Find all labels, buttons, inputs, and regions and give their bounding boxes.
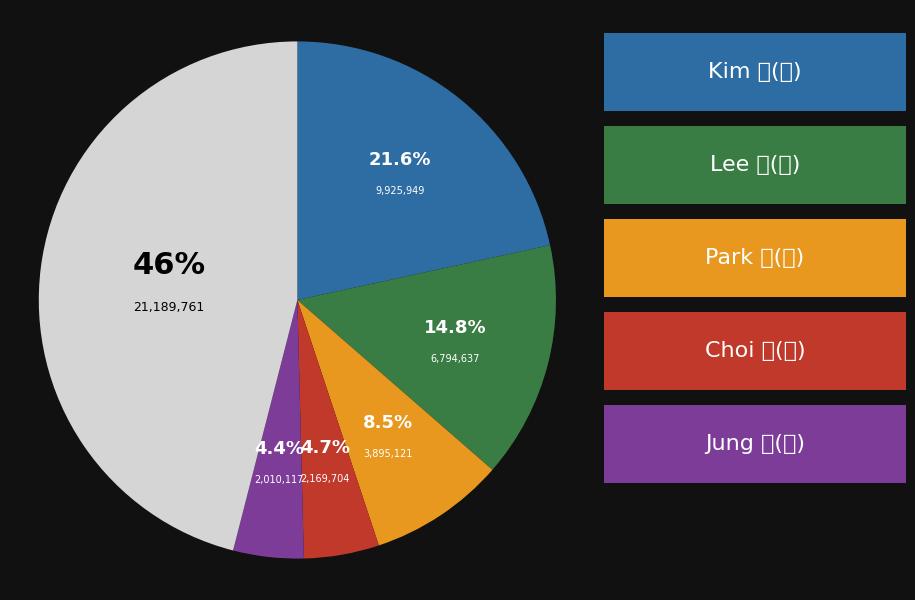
Text: 4.7%: 4.7% xyxy=(300,439,350,457)
Text: 9,925,949: 9,925,949 xyxy=(375,186,425,196)
Text: Kim 김(金): Kim 김(金) xyxy=(708,62,802,82)
Text: Park 박(朴): Park 박(朴) xyxy=(705,248,804,268)
Wedge shape xyxy=(38,41,297,550)
Wedge shape xyxy=(297,300,379,559)
Text: 2,010,117: 2,010,117 xyxy=(254,475,304,485)
Text: 46%: 46% xyxy=(133,251,206,280)
Text: 2,169,704: 2,169,704 xyxy=(301,473,350,484)
Text: Lee 이(李): Lee 이(李) xyxy=(710,155,800,175)
Text: 8.5%: 8.5% xyxy=(362,413,413,431)
Wedge shape xyxy=(233,300,304,559)
Text: 6,794,637: 6,794,637 xyxy=(430,353,479,364)
Wedge shape xyxy=(297,300,492,545)
Text: Choi 최(崔): Choi 최(崔) xyxy=(705,341,805,361)
Wedge shape xyxy=(297,245,556,470)
Text: 3,895,121: 3,895,121 xyxy=(363,449,413,458)
Wedge shape xyxy=(297,41,550,300)
Text: Jung 정(鄭): Jung 정(鄭) xyxy=(705,434,805,454)
Text: 21,189,761: 21,189,761 xyxy=(134,301,205,314)
Text: 4.4%: 4.4% xyxy=(254,440,304,458)
Text: 21.6%: 21.6% xyxy=(369,151,431,169)
Text: 14.8%: 14.8% xyxy=(424,319,487,337)
